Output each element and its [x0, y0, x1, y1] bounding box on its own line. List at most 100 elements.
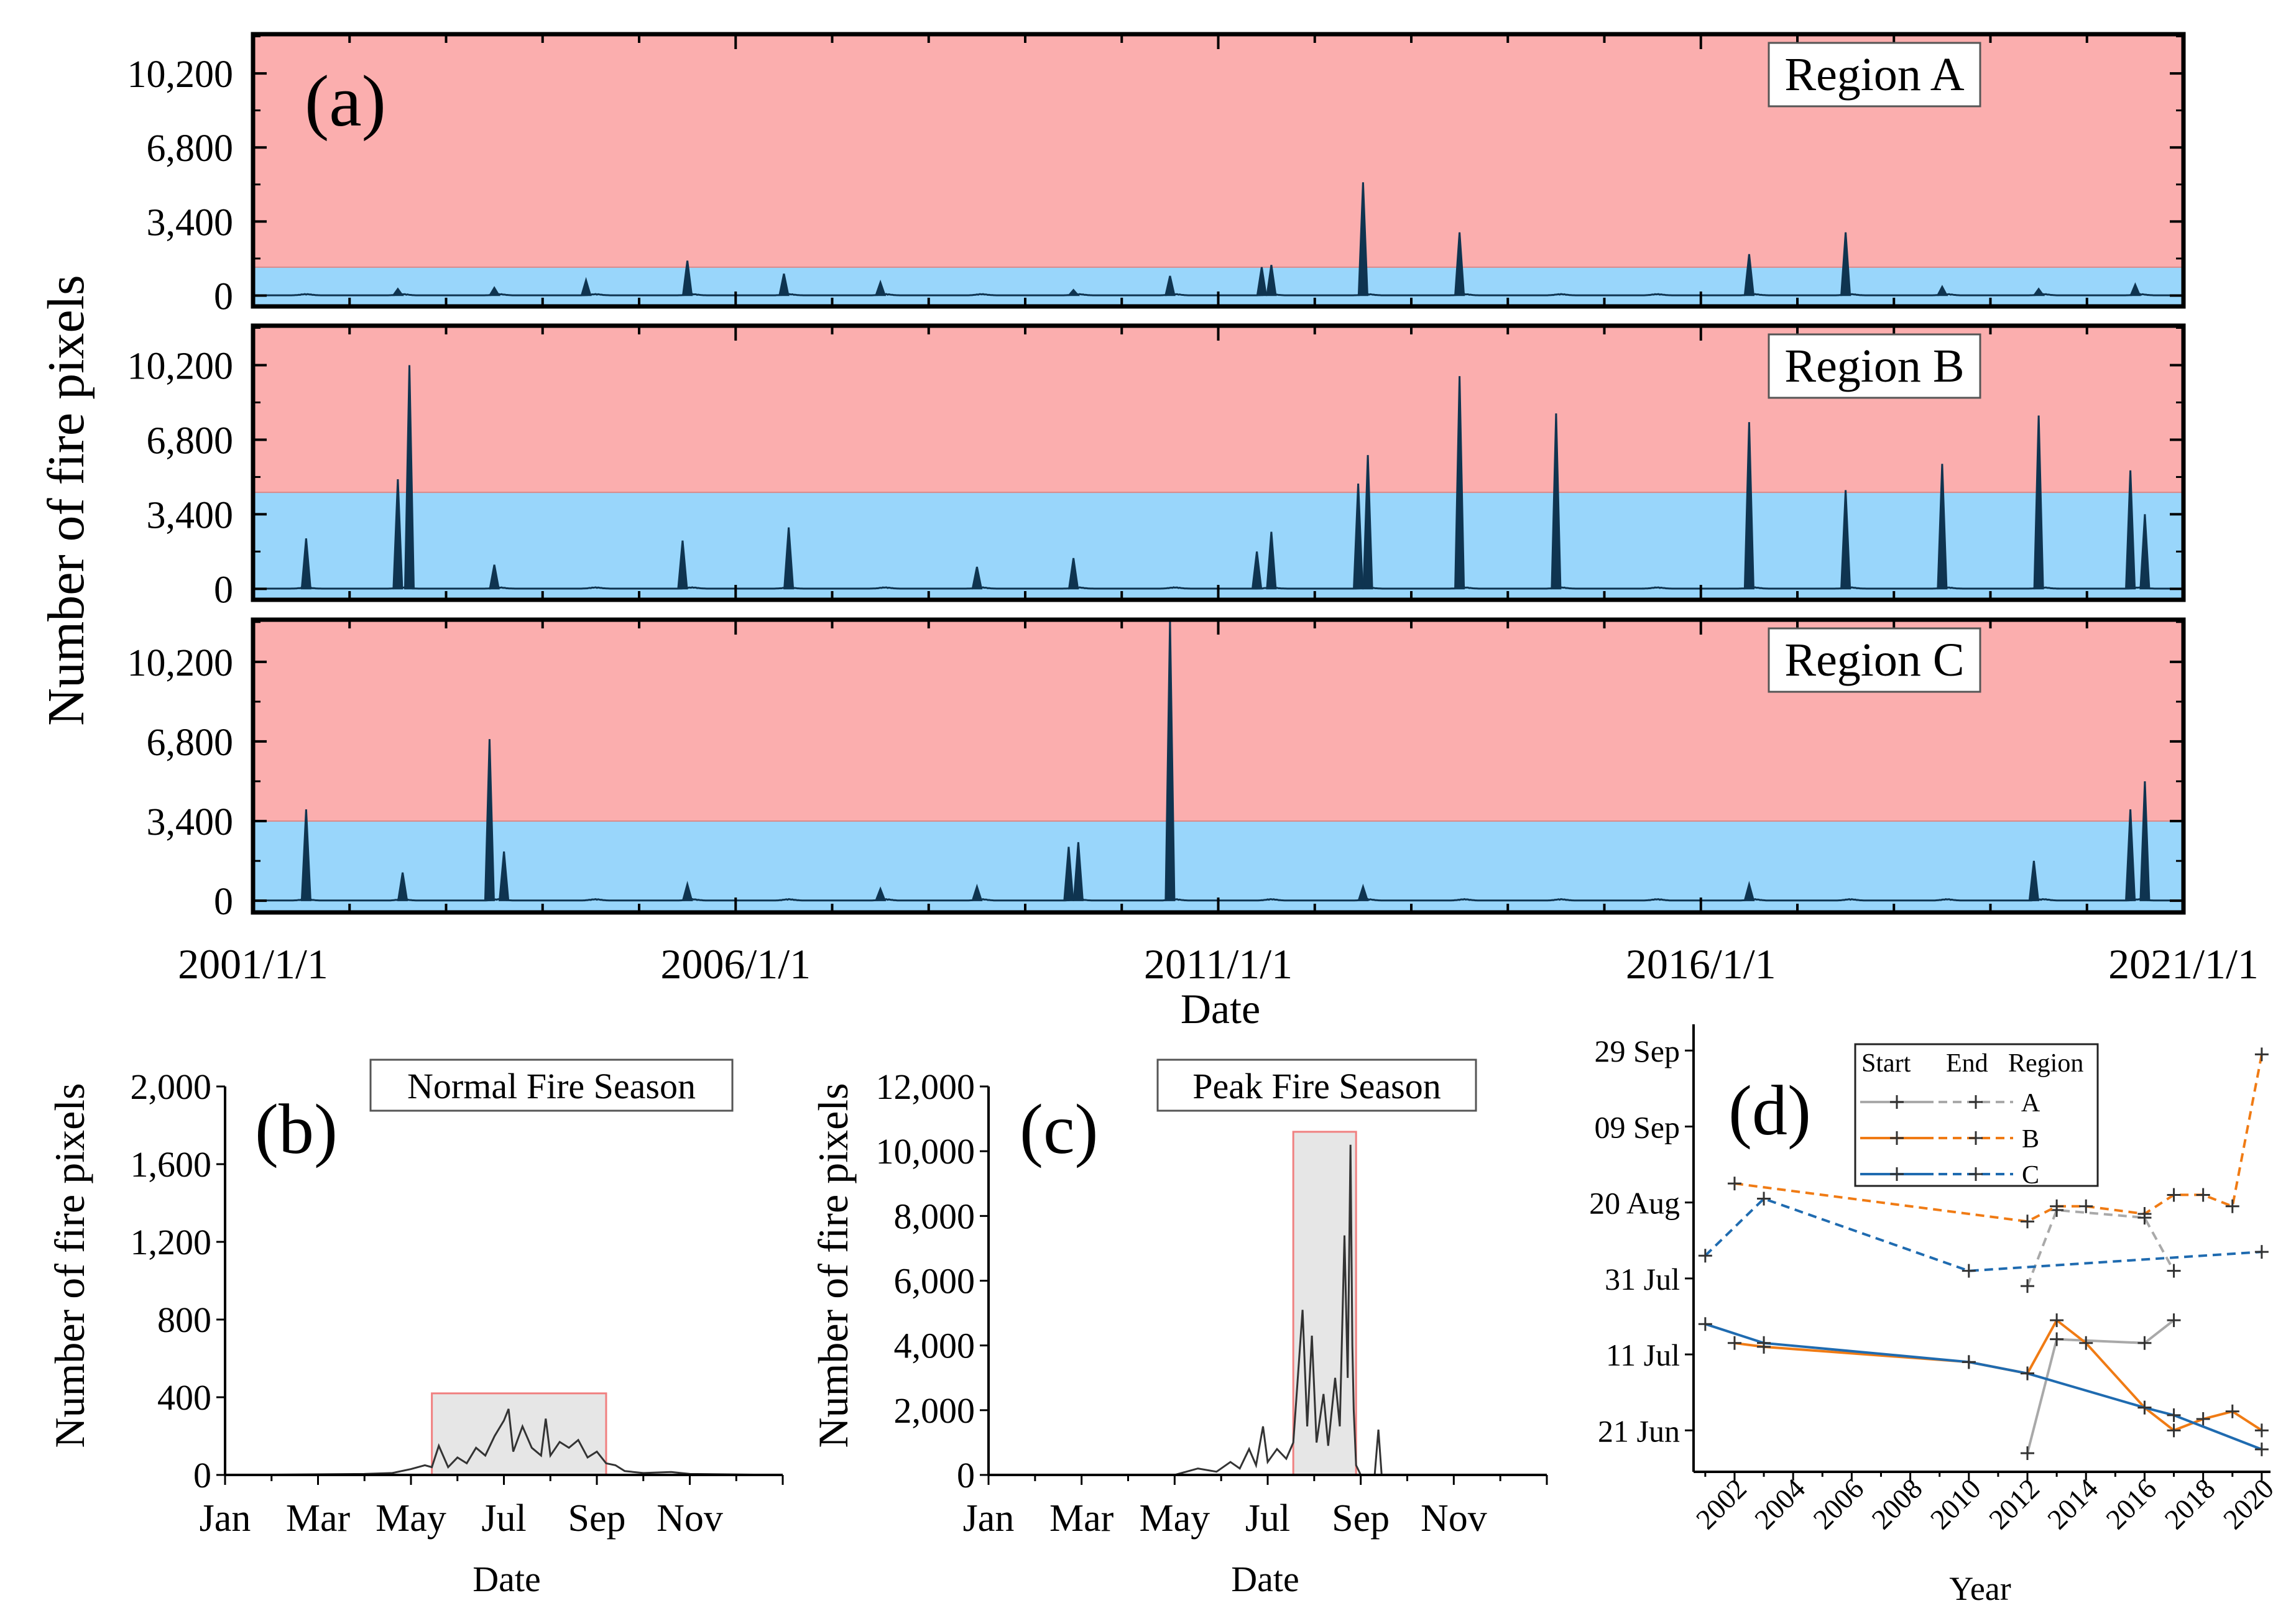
data-point-marker: [2137, 1207, 2152, 1221]
fire-peak: [1251, 551, 1263, 590]
data-point-marker: [2167, 1188, 2181, 1202]
season-series-line: [1734, 1318, 2262, 1432]
fire-peak: [971, 883, 983, 901]
legend-header-end: End: [1946, 1049, 1988, 1078]
fire-peak: [2028, 860, 2040, 901]
y-tick-label: 0: [214, 569, 233, 611]
x-tick-label: 2018: [2159, 1472, 2221, 1535]
data-point-marker: [2079, 1336, 2093, 1350]
legend-marker: [1890, 1167, 1904, 1181]
region-panel: 0 3,400 6,800 10,200 Region A: [127, 32, 2186, 318]
legend-label: A: [2021, 1089, 2040, 1118]
legend-marker: [1969, 1095, 1983, 1109]
region-label: Region C: [1784, 634, 1964, 686]
fire-peak: [1362, 455, 1373, 590]
fire-peak: [1357, 182, 1368, 296]
data-point-marker: [2254, 1423, 2269, 1438]
data-point-marker: [1698, 1317, 1712, 1331]
x-tick-label: Nov: [657, 1497, 723, 1540]
legend-marker: [1890, 1131, 1904, 1145]
y-tick-label: 12,000: [876, 1067, 975, 1107]
fire-peak: [1551, 413, 1562, 590]
data-point-marker: [2225, 1199, 2239, 1213]
y-tick-label: 11 Jul: [1606, 1338, 1680, 1372]
fire-peak: [1067, 558, 1079, 590]
fire-peak: [1840, 490, 1851, 590]
region-label: Region A: [1784, 48, 1964, 101]
fire-peak: [778, 273, 790, 296]
x-tick-label: 2011/1/1: [1144, 940, 1293, 988]
fire-peak: [874, 886, 887, 901]
data-point-marker: [1757, 1336, 1771, 1350]
fire-peak: [1840, 232, 1851, 296]
data-point-marker: [1757, 1192, 1771, 1206]
fire-peak: [874, 279, 887, 296]
data-point-marker: [2196, 1188, 2210, 1202]
y-tick-label: 6,800: [147, 127, 234, 170]
panel-d: 21 Jun 11 Jul 31 Jul 20 Aug 09 Sep 29 Sep 2002…: [1589, 1024, 2280, 1607]
y-tick-label: 10,200: [127, 53, 234, 96]
data-point-marker: [2021, 1446, 2035, 1460]
y-tick-label: 21 Jun: [1598, 1413, 1680, 1448]
y-tick-label: 0: [214, 275, 233, 318]
data-point-marker: [1727, 1177, 1741, 1191]
data-point-marker: [2167, 1423, 2181, 1438]
fire-peak: [391, 287, 404, 296]
fire-peak: [677, 540, 688, 590]
y-tick-label: 29 Sep: [1595, 1034, 1681, 1068]
fire-peak: [1266, 265, 1277, 296]
data-point-marker: [2137, 1336, 2152, 1350]
panel-a-xlabel: Date: [1181, 985, 1260, 1032]
y-tick-label: 0: [193, 1455, 211, 1495]
data-point-marker: [2021, 1366, 2035, 1380]
x-tick-label: Jul: [481, 1497, 526, 1540]
data-point-marker: [2196, 1412, 2210, 1426]
y-tick-label: 3,400: [147, 801, 234, 843]
fire-peak: [1067, 288, 1080, 296]
legend-box: [1854, 1043, 2099, 1187]
y-tick-label: 800: [157, 1300, 211, 1340]
legend-label: C: [2022, 1161, 2039, 1190]
y-tick-label: 3,400: [147, 201, 234, 244]
season-series-line: [2026, 1319, 2175, 1454]
x-tick-label: May: [1140, 1497, 1210, 1540]
panel-b-label: (b): [255, 1090, 338, 1169]
fire-peak: [300, 809, 311, 901]
fire-peak: [971, 566, 983, 590]
data-point-marker: [2021, 1279, 2035, 1293]
fire-peak: [681, 881, 693, 901]
x-tick-label: 2006: [1807, 1472, 1870, 1535]
fire-peak: [1743, 881, 1755, 901]
fire-peak: [1072, 842, 1084, 901]
data-point-marker: [2254, 1442, 2269, 1456]
x-tick-label: 2001/1/1: [178, 940, 328, 988]
fire-peak: [1357, 883, 1369, 901]
data-point-marker: [2050, 1199, 2064, 1213]
normal-fire-zone: [253, 821, 2183, 912]
x-tick-label: 2002: [1690, 1472, 1753, 1535]
region-label-box: [1768, 627, 1981, 693]
fire-peak: [2139, 781, 2151, 901]
panel-a-ylabel: Number of fire pixels: [37, 275, 95, 725]
panel-c: 0 2,000 4,000 6,000 8,000 10,000 12,000 Jan Mar M…: [809, 1058, 1548, 1599]
fire-peak: [1454, 232, 1465, 296]
fire-peak: [2139, 514, 2151, 590]
fire-peak: [488, 286, 500, 296]
legend-marker: [1969, 1131, 1983, 1145]
fire-peak: [1743, 422, 1754, 590]
fire-peak: [392, 479, 403, 590]
panel-b-title: Normal Fire Season: [407, 1066, 696, 1106]
data-point-marker: [2167, 1264, 2181, 1278]
region-panel: 0 3,400 6,800 10,200 Region B: [127, 323, 2186, 611]
panel-c-label: (c): [1020, 1090, 1099, 1169]
data-point-marker: [1727, 1336, 1741, 1350]
fire-peak: [2033, 415, 2044, 590]
legend-label: B: [2022, 1125, 2039, 1154]
y-tick-label: 20 Aug: [1589, 1186, 1680, 1221]
fire-peak: [1936, 285, 1948, 296]
panel-c-xlabel: Date: [1231, 1559, 1299, 1599]
data-point-marker: [1698, 1249, 1712, 1263]
fire-peak: [397, 872, 408, 901]
x-tick-label: 2012: [1983, 1472, 2045, 1535]
